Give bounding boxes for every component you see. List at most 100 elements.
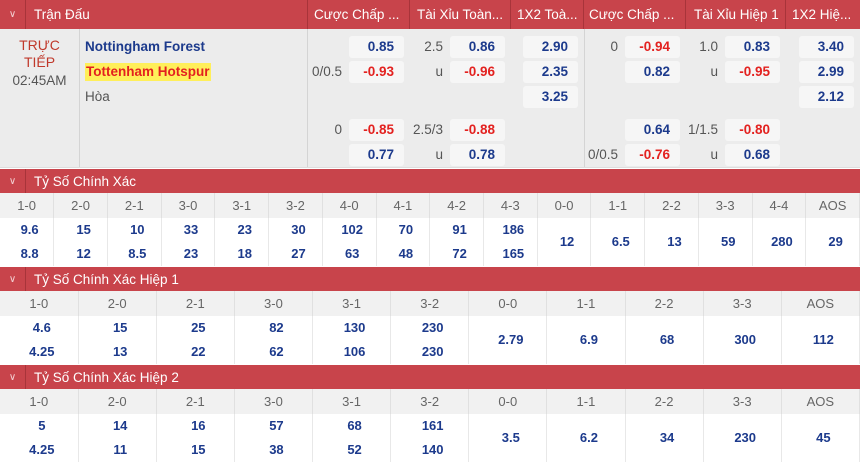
odds-value[interactable]: 0.78 xyxy=(450,143,505,166)
score-odds[interactable]: 52 xyxy=(347,442,362,457)
chevron-down-icon[interactable]: ∨ xyxy=(0,365,26,389)
score-odds[interactable]: 6.5 xyxy=(611,234,630,249)
score-odds[interactable]: 30 xyxy=(291,222,306,237)
score-odds[interactable]: 186 xyxy=(502,222,525,237)
score-odds[interactable]: 29 xyxy=(828,234,843,249)
odds-value[interactable]: -0.95 xyxy=(725,60,780,83)
odds-value[interactable]: 2.90 xyxy=(523,35,578,58)
score-odds[interactable]: 72 xyxy=(452,246,467,261)
score-odds[interactable]: 10 xyxy=(130,222,145,237)
score-odds[interactable]: 70 xyxy=(398,222,414,237)
odds-value[interactable]: -0.88 xyxy=(450,118,505,141)
odds-value[interactable]: 0.83 xyxy=(725,35,780,58)
score-odds[interactable]: 33 xyxy=(183,222,199,237)
score-odds[interactable]: 57 xyxy=(269,418,284,433)
score-odds[interactable]: 22 xyxy=(191,344,206,359)
header-1x2-h1[interactable]: 1X2 Hiệ... xyxy=(792,7,852,22)
odds-value[interactable]: 2.35 xyxy=(523,60,578,83)
score-odds[interactable]: 68 xyxy=(659,332,675,347)
score-odds[interactable]: 27 xyxy=(291,246,306,261)
odds-value[interactable]: -0.94 xyxy=(625,35,680,58)
score-odds[interactable]: 82 xyxy=(269,320,284,335)
score-odds[interactable]: 8.5 xyxy=(128,246,147,261)
odds-value[interactable]: 0.68 xyxy=(725,143,780,166)
section-header[interactable]: ∨ Tỷ Số Chính Xác xyxy=(0,169,860,193)
score-odds[interactable]: 5 xyxy=(38,418,46,433)
odds-value[interactable]: -0.93 xyxy=(349,60,404,83)
score-odds[interactable]: 59 xyxy=(720,234,736,249)
score-odds[interactable]: 14 xyxy=(112,418,128,433)
chevron-down-icon[interactable]: ∨ xyxy=(0,169,26,193)
score-odds[interactable]: 91 xyxy=(452,222,467,237)
score-odds[interactable]: 230 xyxy=(421,320,444,335)
odds-line: u xyxy=(435,147,443,162)
score-odds[interactable]: 300 xyxy=(734,332,757,347)
score-odds[interactable]: 6.2 xyxy=(579,430,598,445)
score-odds[interactable]: 63 xyxy=(344,246,360,261)
score-odds[interactable]: 13 xyxy=(112,344,128,359)
home-team[interactable]: Nottingham Forest xyxy=(85,39,205,54)
score-odds[interactable]: 16 xyxy=(191,418,206,433)
odds-value[interactable]: 3.25 xyxy=(523,85,578,108)
chevron-down-icon[interactable]: ∨ xyxy=(0,267,26,291)
score-odds[interactable]: 4.25 xyxy=(29,442,55,457)
odds-value[interactable]: 0.82 xyxy=(625,60,680,83)
score-odds[interactable]: 68 xyxy=(347,418,362,433)
section-header[interactable]: ∨ Tỷ Số Chính Xác Hiệp 1 xyxy=(0,267,860,291)
score-odds[interactable]: 2.79 xyxy=(498,332,524,347)
odds-value[interactable]: 2.99 xyxy=(799,60,854,83)
odds-value[interactable]: -0.96 xyxy=(450,60,505,83)
score-label: AOS xyxy=(781,389,860,414)
score-odds[interactable]: 48 xyxy=(398,246,414,261)
header-over-under-h1[interactable]: Tài Xỉu Hiệp 1 xyxy=(686,0,786,29)
score-label: 4-2 xyxy=(429,193,484,218)
odds-value[interactable]: 0.85 xyxy=(349,35,404,58)
score-odds[interactable]: 15 xyxy=(191,442,206,457)
score-odds[interactable]: 165 xyxy=(502,246,525,261)
header-handicap[interactable]: Cược Chấp ... xyxy=(308,0,410,29)
score-odds[interactable]: 280 xyxy=(771,234,793,249)
odds-value[interactable]: -0.85 xyxy=(349,118,404,141)
score-odds[interactable]: 15 xyxy=(112,320,128,335)
score-odds[interactable]: 3.5 xyxy=(501,430,520,445)
odds-value[interactable]: 3.40 xyxy=(799,35,854,58)
score-odds[interactable]: 130 xyxy=(343,320,366,335)
section-header[interactable]: ∨ Tỷ Số Chính Xác Hiệp 2 xyxy=(0,365,860,389)
score-odds[interactable]: 230 xyxy=(421,344,444,359)
odds-value[interactable]: 0.86 xyxy=(450,35,505,58)
score-odds[interactable]: 45 xyxy=(816,430,831,445)
odds-value[interactable]: -0.76 xyxy=(625,143,680,166)
odds-value[interactable]: -0.80 xyxy=(725,118,780,141)
odds-value[interactable]: 2.12 xyxy=(799,85,854,108)
score-odds[interactable]: 13 xyxy=(667,234,682,249)
score-odds[interactable]: 8.8 xyxy=(20,246,39,261)
away-team[interactable]: Tottenham Hotspur xyxy=(85,63,211,81)
score-odds[interactable]: 18 xyxy=(237,246,252,261)
odds-value[interactable]: 0.77 xyxy=(349,143,404,166)
score-odds[interactable]: 11 xyxy=(113,442,128,457)
score-odds[interactable]: 9.6 xyxy=(20,222,39,237)
score-odds[interactable]: 106 xyxy=(343,344,366,359)
score-odds[interactable]: 4.6 xyxy=(32,320,51,335)
odds-value[interactable]: 0.64 xyxy=(625,118,680,141)
score-odds[interactable]: 38 xyxy=(269,442,284,457)
score-odds[interactable]: 23 xyxy=(237,222,252,237)
score-odds[interactable]: 12 xyxy=(76,246,91,261)
header-handicap-h1[interactable]: Cược Chấp ... xyxy=(584,0,686,29)
score-odds[interactable]: 140 xyxy=(421,442,444,457)
score-odds[interactable]: 6.9 xyxy=(579,332,598,347)
score-odds[interactable]: 62 xyxy=(269,344,284,359)
score-odds[interactable]: 15 xyxy=(76,222,91,237)
score-odds[interactable]: 25 xyxy=(191,320,206,335)
score-odds[interactable]: 34 xyxy=(659,430,675,445)
score-odds[interactable]: 12 xyxy=(559,234,575,249)
score-odds[interactable]: 4.25 xyxy=(29,344,55,359)
score-odds[interactable]: 230 xyxy=(734,430,757,445)
score-odds[interactable]: 102 xyxy=(341,222,364,237)
header-over-under[interactable]: Tài Xỉu Toàn... xyxy=(410,0,511,29)
score-odds[interactable]: 23 xyxy=(183,246,199,261)
chevron-down-icon[interactable]: ∨ xyxy=(0,0,26,29)
score-odds[interactable]: 161 xyxy=(421,418,444,433)
header-1x2[interactable]: 1X2 Toà... xyxy=(511,0,584,29)
score-odds[interactable]: 112 xyxy=(812,332,834,347)
